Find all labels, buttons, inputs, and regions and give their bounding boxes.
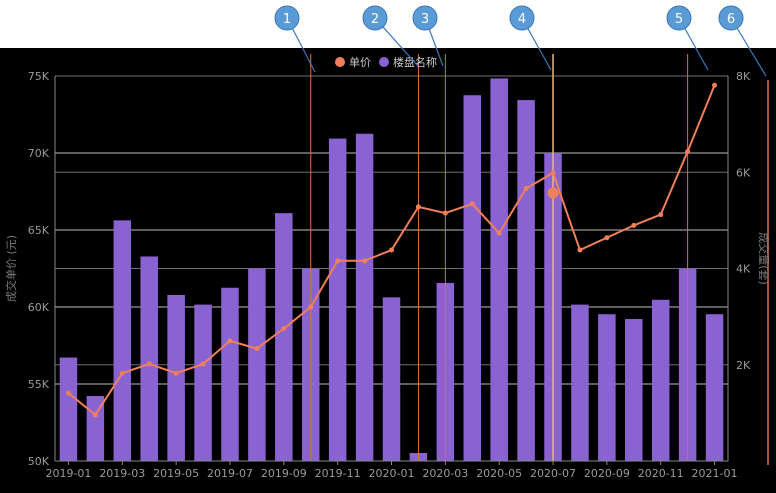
combo-chart: 50K 55K 60K 65K 70K 75K 2K 4K 6K 8K 2019-01 2019-03… [4,54,771,480]
x-axis-tick: 2019-11 [315,467,361,480]
callout-badge [509,5,535,31]
chart-panel: 50K 55K 60K 65K 70K 75K 2K 4K 6K 8K 2019-01 2019-03… [0,48,776,493]
callout-badge [412,5,438,31]
legend-swatch [379,57,389,67]
legend-swatch [335,57,345,67]
axes: 50K 55K 60K 65K 70K 75K 2K 4K 6K 8K 2019-01 2019-03… [4,70,771,480]
bar [571,304,589,461]
line-point [604,235,610,241]
x-axis-tick: 2019-05 [153,467,199,480]
grid [55,75,728,462]
x-axis-tick: 2019-09 [261,467,307,480]
bar [194,304,212,461]
x-axis-tick: 2020-09 [584,467,630,480]
annotation-lines [310,54,689,461]
bar [517,100,535,461]
line-point [577,247,583,253]
bar [275,213,293,461]
left-axis-tick: 65K [28,224,50,237]
callout-badge [666,5,692,31]
bar-series [59,78,724,461]
x-axis-tick: 2019-03 [99,467,145,480]
line-point [685,148,691,154]
callout-overlay: 1 2 3 4 5 6 [274,5,767,77]
line-point [362,258,368,264]
callout-number: 5 [675,12,683,27]
bar [248,268,266,461]
callout-number: 6 [727,12,735,27]
line-point [281,326,287,332]
line-point [658,212,664,218]
x-axis-tick: 2020-01 [369,467,415,480]
callout-badge [274,5,300,31]
line-point [415,204,421,210]
bar [490,78,508,461]
callout-number: 4 [518,12,526,27]
left-axis-tick: 50K [28,455,50,468]
right-axis-tick: 8K [736,70,751,83]
bar [59,357,78,461]
left-axis-tick: 70K [28,147,50,160]
line-point [550,170,556,176]
line-point [335,258,341,264]
x-axis-tick: 2019-07 [207,467,253,480]
legend-item-price[interactable]: 单价 [335,56,371,69]
line-point [631,222,637,228]
x-axis-tick: 2020-11 [638,467,684,480]
right-axis-tick: 4K [736,263,751,276]
bar [705,314,724,461]
line-point [469,201,475,207]
bar [651,299,670,461]
line-point [119,370,125,376]
line-point [442,210,448,216]
left-axis-tick: 75K [28,70,50,83]
line-series [65,82,718,418]
bar [463,95,482,461]
highlight-point [547,187,559,199]
x-axis-tick: 2020-03 [422,467,468,480]
bar [221,287,239,461]
x-axis-tick: 2020-07 [530,467,576,480]
left-axis-tick: 60K [28,301,50,314]
line-point [65,390,71,396]
callout-number: 3 [421,12,429,27]
left-axis-tick: 55K [28,378,50,391]
bar [382,297,401,461]
line-point [227,338,233,344]
line-point [200,361,206,367]
callout-badge [362,5,388,31]
legend-label: 单价 [349,56,371,69]
line-point [523,185,529,191]
callout-number: 1 [283,12,291,27]
bar [167,294,185,461]
callout-badge [718,5,744,31]
bar [598,314,616,461]
line-point [92,412,98,418]
line-point [389,247,394,253]
bar [355,133,374,461]
line-point [254,346,260,352]
line-point [146,361,152,367]
bar [328,138,347,461]
line-point [712,82,718,88]
x-axis-tick: 2019-01 [45,467,91,480]
x-axis-tick: 2021-01 [692,467,738,480]
right-axis-tick: 2K [736,359,751,372]
bar [625,319,643,461]
line-point [496,230,502,236]
x-axis-tick: 2020-05 [476,467,522,480]
line-point [308,304,314,310]
bar [140,256,158,461]
right-axis-title: 成交量(套) [757,232,771,285]
bar [113,220,132,461]
right-axis-tick: 6K [736,166,751,179]
callout-number: 2 [371,12,379,27]
line-point [173,370,179,376]
left-axis-title: 成交单价 (元) [4,235,18,302]
